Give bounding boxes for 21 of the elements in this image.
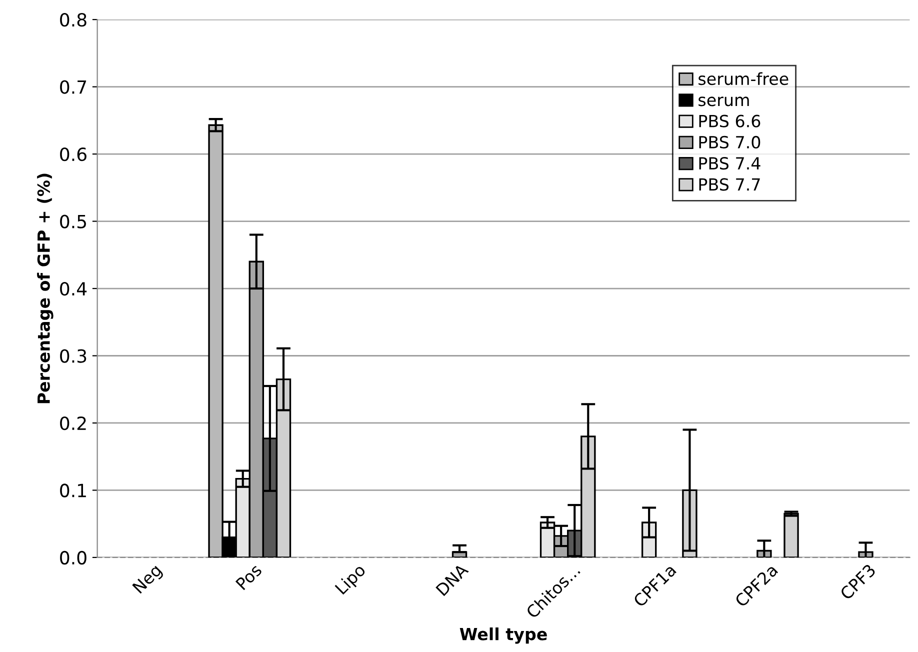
y-tick-label: 0.6	[60, 147, 86, 162]
legend-label: serum	[698, 96, 749, 106]
y-tick-label: 0.5	[60, 214, 86, 228]
x-tick-label: Neg	[132, 564, 164, 596]
legend-label: PBS 6.6	[699, 114, 760, 128]
y-tick-label: 0.2	[60, 416, 86, 430]
legend-label: PBS 7.7	[699, 178, 760, 191]
y-tick-label: 0.8	[60, 13, 86, 27]
y-tick-label: 0.3	[60, 349, 86, 363]
y-tick-label: 0.0	[60, 550, 86, 565]
x-tick-label: Lipo	[334, 562, 369, 598]
bar	[784, 512, 799, 558]
legend-label: PBS 7.4	[699, 157, 760, 170]
y-tick-label: 0.1	[60, 484, 86, 498]
y-tick-label: 0.4	[60, 282, 87, 296]
y-tick-label: 0.7	[60, 80, 86, 94]
legend-label: serum-free	[698, 72, 788, 86]
x-axis-title: Well type	[460, 627, 547, 644]
legend-label: PBS 7.0	[699, 136, 760, 149]
y-axis-title: Percentage of GFP + (%)	[37, 174, 54, 404]
x-tick-label: Pos	[235, 563, 262, 590]
